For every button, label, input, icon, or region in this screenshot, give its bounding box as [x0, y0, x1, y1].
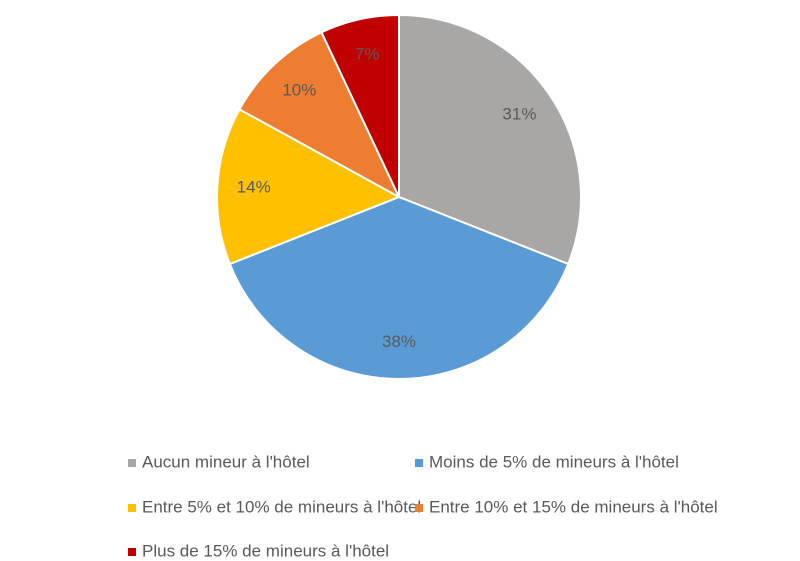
pie-slice: [238, 30, 402, 200]
legend-swatch: [128, 548, 136, 556]
pie-slice: [398, 13, 582, 266]
data-label: 14%: [237, 177, 271, 196]
legend-label: Entre 10% et 15% de mineurs à l'hôtel: [429, 497, 718, 516]
pie-slice: [320, 13, 400, 198]
legend-swatch: [128, 504, 136, 512]
legend-swatch: [415, 459, 423, 467]
data-label: 31%: [502, 105, 536, 124]
pie-slice: [216, 107, 402, 266]
legend-label: Plus de 15% de mineurs à l'hôtel: [142, 541, 389, 560]
pie-slice: [228, 195, 570, 380]
legend-swatch: [415, 504, 423, 512]
data-label: 10%: [282, 80, 316, 99]
data-label: 7%: [355, 44, 380, 63]
legend-swatch: [128, 459, 136, 467]
legend-label: Entre 5% et 10% de mineurs à l'hôtel: [142, 497, 421, 516]
legend-label: Moins de 5% de mineurs à l'hôtel: [429, 452, 679, 471]
data-label: 38%: [382, 332, 416, 351]
legend-label: Aucun mineur à l'hôtel: [142, 452, 310, 471]
